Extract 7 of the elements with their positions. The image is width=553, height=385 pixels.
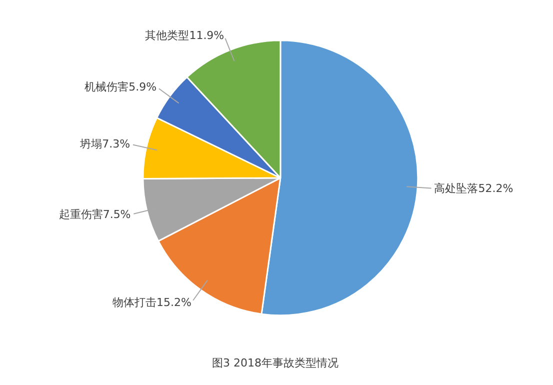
slice-label: 物体打击15.2% (112, 296, 192, 310)
text: 图3 2018年事故类型情况 (212, 356, 339, 370)
slice-label: 坍塌7.3% (79, 138, 130, 151)
slice-label: 起重伤害7.5% (58, 208, 131, 222)
slice-label: 高处坠落52.2% (434, 182, 514, 195)
slice-label: 机械伤害5.9% (84, 80, 157, 94)
slice-label: 其他类型11.9% (145, 29, 224, 42)
